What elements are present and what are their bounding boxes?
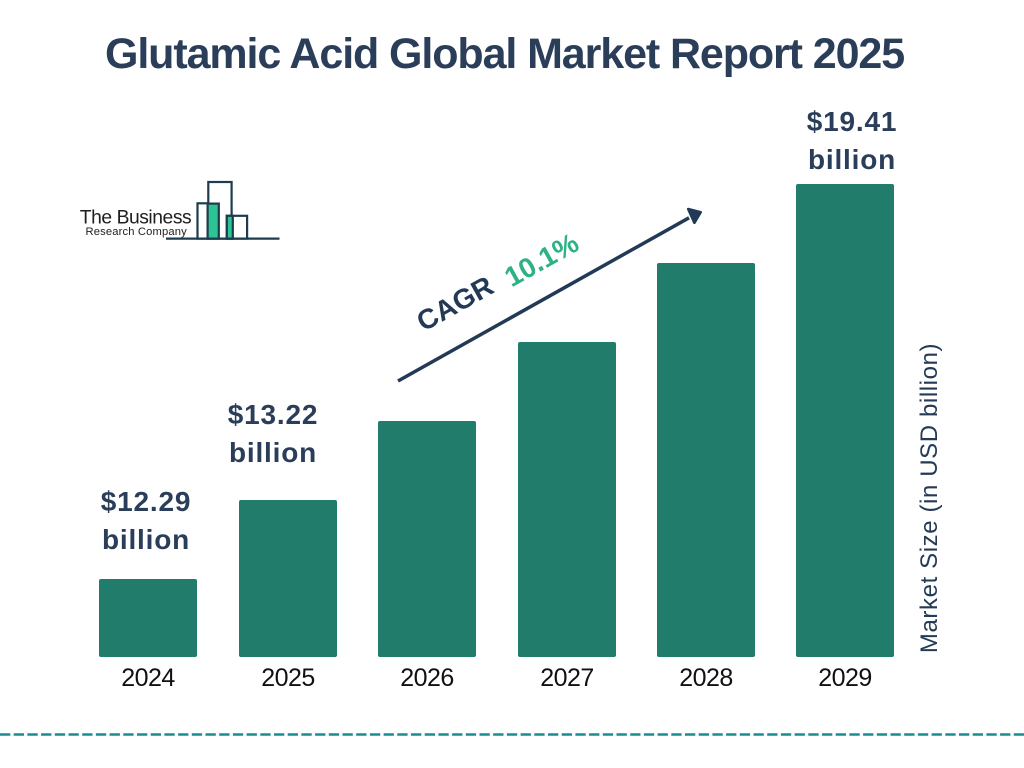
svg-text:CAGR: CAGR xyxy=(411,270,498,337)
svg-text:Research Company: Research Company xyxy=(86,226,188,238)
svg-text:The Business: The Business xyxy=(80,208,191,229)
